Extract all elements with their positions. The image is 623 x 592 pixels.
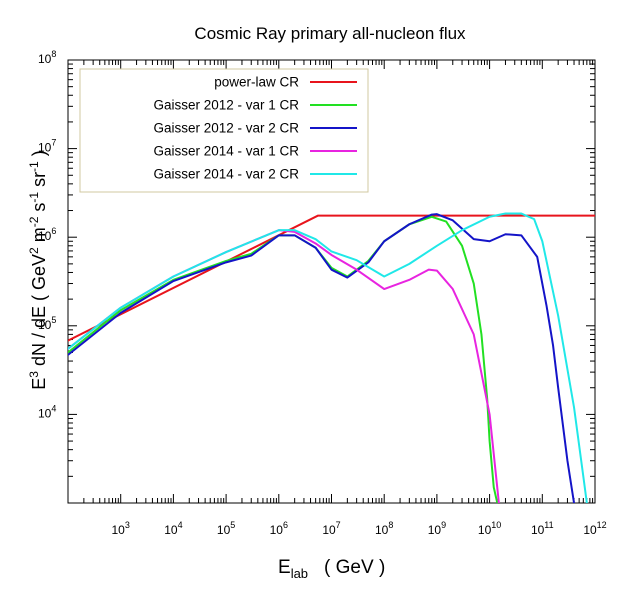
y-tick-labels: 104 105 106 107 108 (38, 49, 56, 420)
x-tick-label: 105 (217, 520, 235, 537)
legend-label: Gaisser 2012 - var 2 CR (153, 121, 299, 136)
x-tick-label: 1010 (478, 520, 501, 537)
x-tick-label: 1012 (583, 520, 606, 537)
legend: power-law CR Gaisser 2012 - var 1 CR Gaiss… (79, 68, 369, 193)
x-tick-label: 1011 (531, 520, 554, 537)
x-axis-label: Elab ( GeV ) (278, 557, 385, 581)
series-line-5 (68, 212, 588, 503)
y-axis-label: E3 dN / dE ( GeV2 m-2 s-1 sr-1 ) (27, 150, 49, 389)
x-tick-labels: 103 104 105 106 107 108 109 1010 1011 1012 (112, 520, 607, 537)
series-line-2 (68, 215, 499, 503)
y-tick-label: 105 (38, 315, 56, 332)
series-line-1 (68, 214, 595, 342)
y-tick-label: 106 (38, 226, 56, 243)
x-tick-label: 104 (164, 520, 182, 537)
legend-label: Gaisser 2014 - var 1 CR (153, 144, 299, 159)
x-tick-label: 108 (375, 520, 393, 537)
y-tick-label: 104 (38, 403, 56, 420)
legend-label: power-law CR (214, 75, 299, 90)
y-tick-label: 107 (38, 138, 56, 155)
series-line-3 (68, 213, 576, 503)
chart-title: Cosmic Ray primary all-nucleon flux (194, 24, 466, 43)
x-tick-label: 107 (322, 520, 340, 537)
x-tick-label: 109 (428, 520, 446, 537)
x-tick-label: 106 (270, 520, 288, 537)
series-layer (68, 212, 595, 503)
ticks-layer (67, 60, 595, 504)
x-axis-label-sub: lab (291, 566, 308, 581)
x-tick-label: 103 (112, 520, 130, 537)
x-axis-label-main: E (278, 557, 291, 578)
legend-label: Gaisser 2012 - var 1 CR (153, 98, 299, 113)
series-line-4 (68, 229, 500, 503)
legend-label: Gaisser 2014 - var 2 CR (153, 167, 299, 182)
legend-box (79, 68, 369, 193)
y-tick-label: 108 (38, 49, 56, 66)
x-axis-label-unit: ( GeV ) (324, 557, 385, 578)
